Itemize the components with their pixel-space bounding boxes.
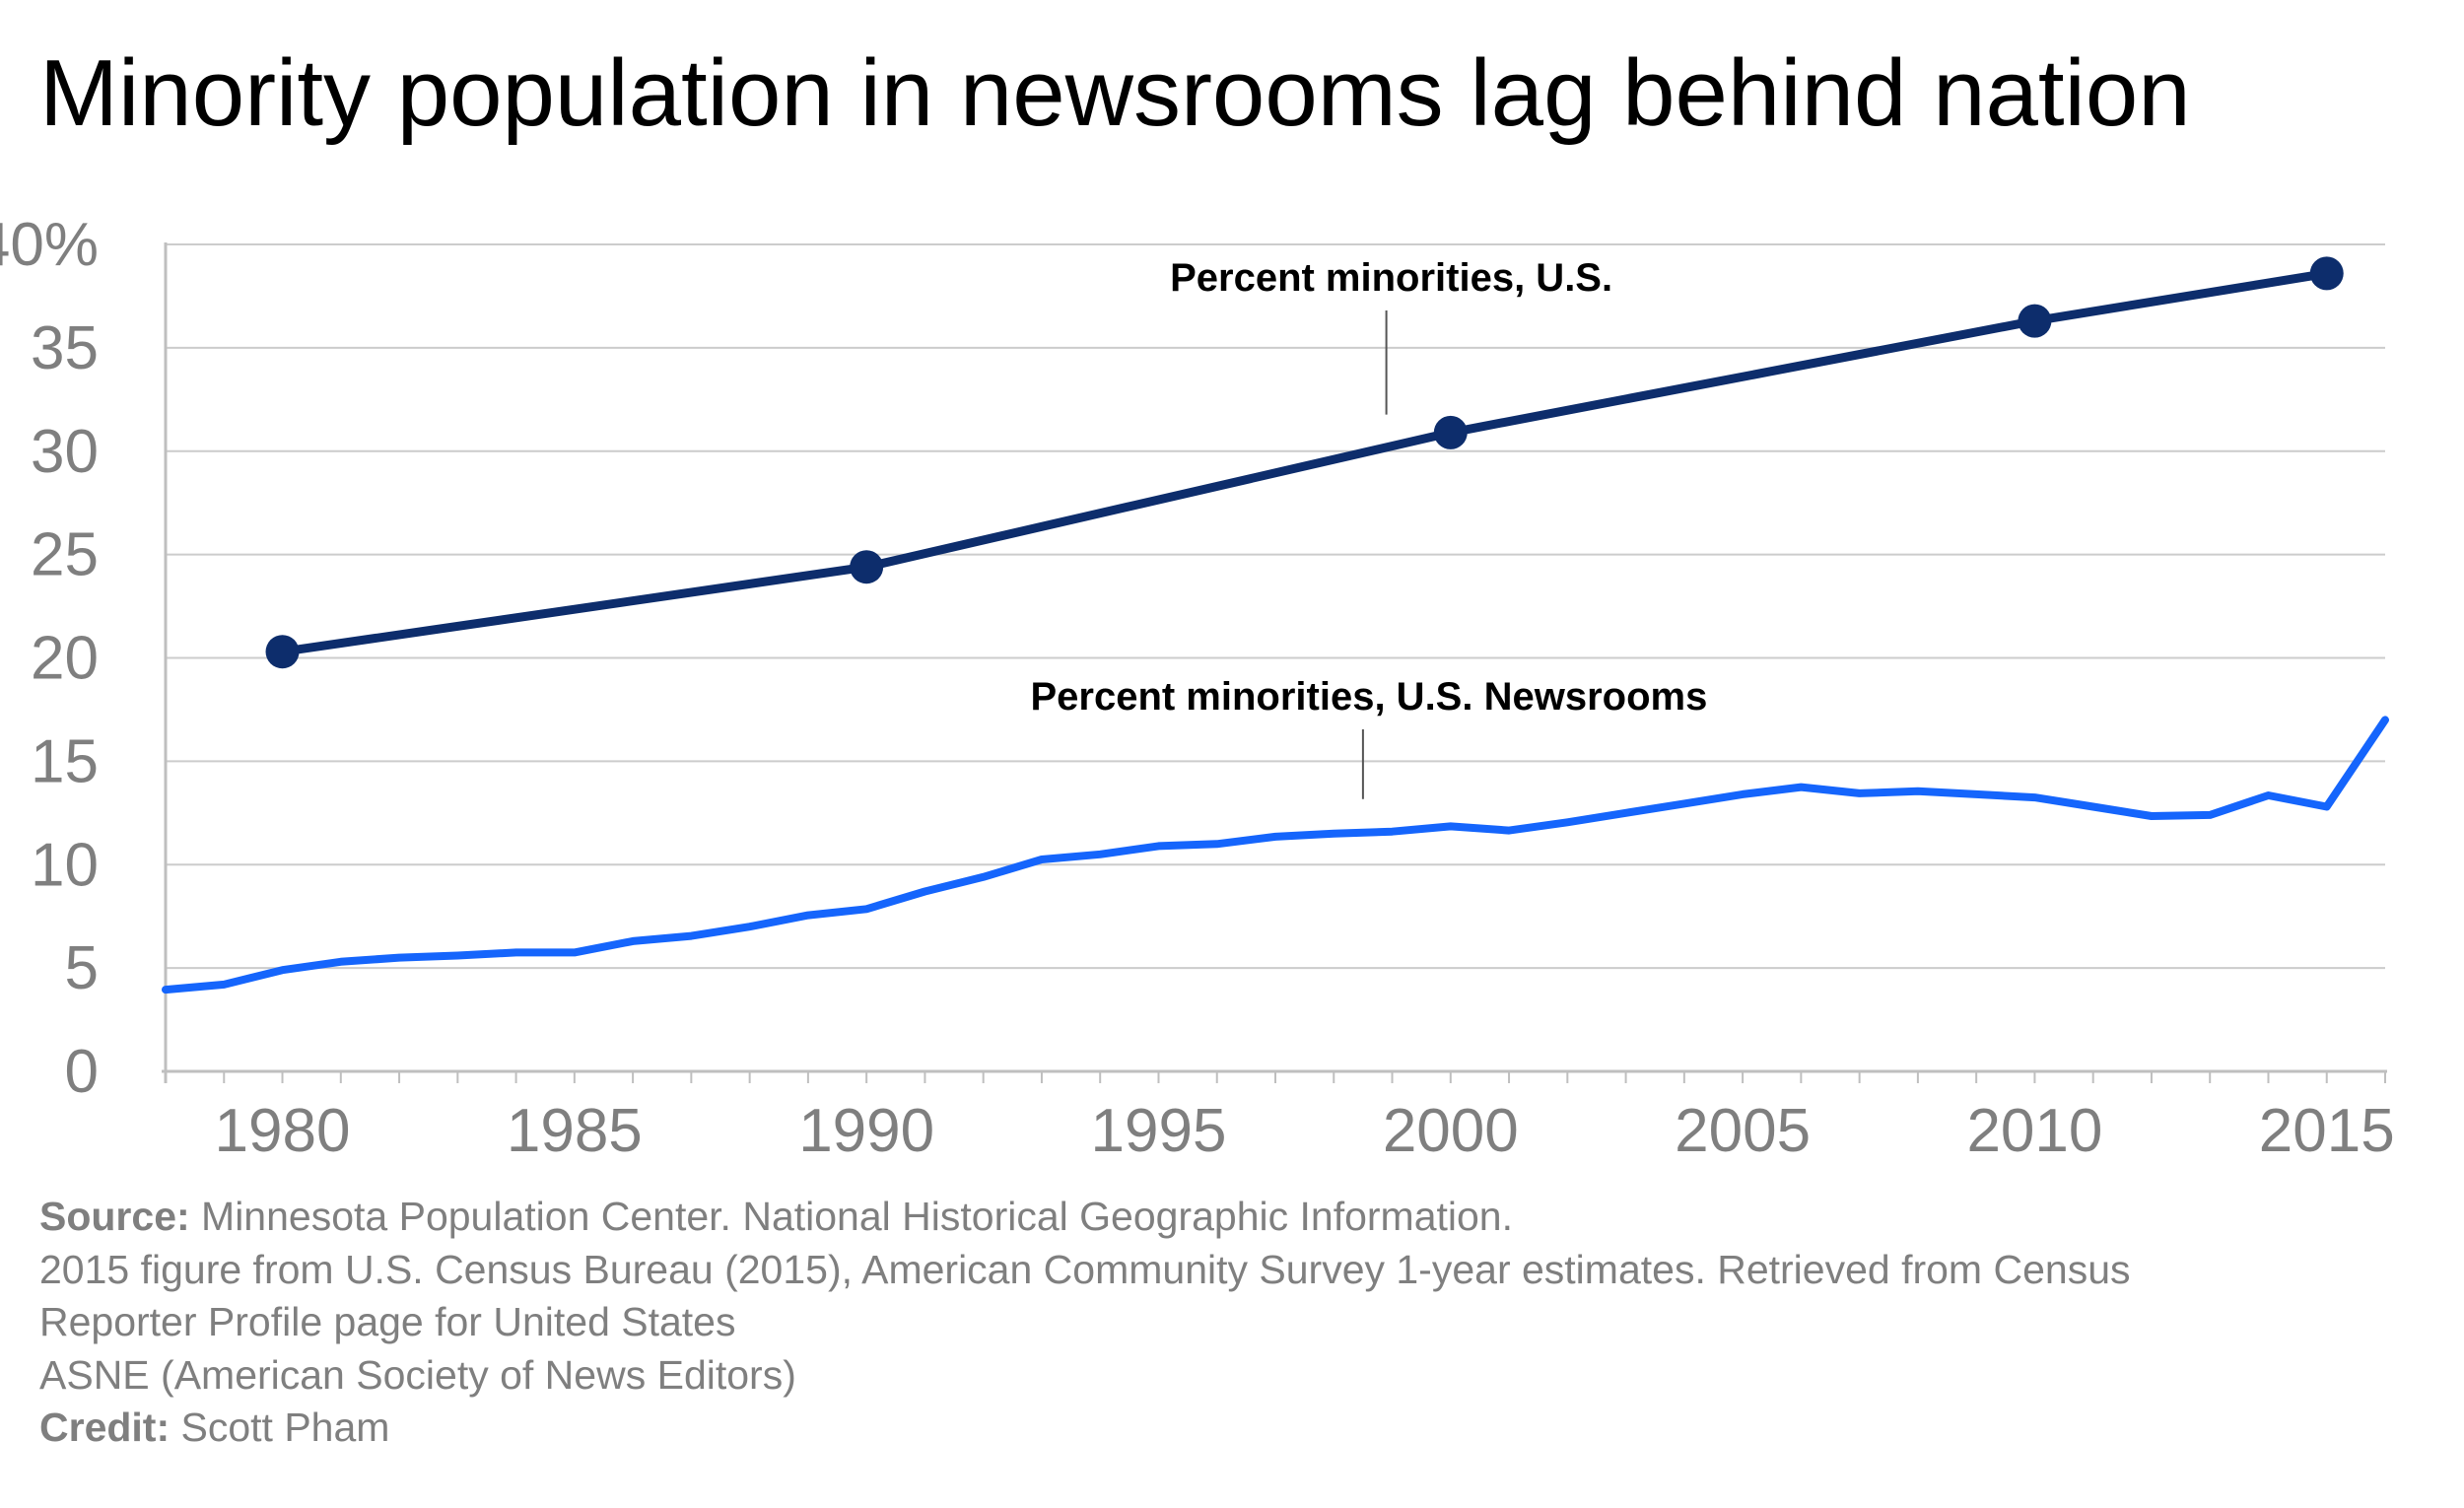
axes: 0 5 10 15 20 25 30 35 40% 1980 1985 1990 1995 2000 200…: [0, 211, 2395, 1165]
x-tick-label: 2015: [2259, 1097, 2395, 1165]
y-tick-label: 30: [31, 418, 99, 486]
gridlines: [166, 243, 2385, 970]
annotation-us: Percent minorities, U.S.: [1170, 256, 1612, 300]
y-tick-label: 15: [31, 727, 99, 795]
series: [162, 256, 2389, 994]
data-point: [2309, 256, 2344, 291]
data-point: [850, 550, 884, 584]
x-tick-label: 1990: [798, 1097, 934, 1165]
source-label: Source:: [39, 1194, 190, 1239]
y-tick-label: 0: [65, 1038, 99, 1106]
data-point: [265, 635, 300, 669]
source-text: Minnesota Population Center. National Hi…: [189, 1194, 1513, 1239]
x-tick-label: 1980: [215, 1097, 351, 1165]
credit-label: Credit:: [39, 1405, 171, 1450]
y-tick-label: 35: [31, 314, 99, 382]
annotations: Percent minorities, U.S. Percent minoriti…: [1030, 256, 1707, 799]
y-tick-label: 40%: [0, 211, 99, 279]
y-tick-label: 5: [65, 934, 99, 1002]
series-line-newsrooms: [162, 716, 2389, 994]
x-tick-label: 2010: [1966, 1097, 2102, 1165]
source-line-2: 2015 figure from U.S. Census Bureau (201…: [39, 1246, 2131, 1292]
y-tick-label: 25: [31, 521, 99, 589]
data-point: [1433, 415, 1468, 449]
x-tick-label: 1995: [1091, 1097, 1227, 1165]
source-line-4: ASNE (American Society of News Editors): [39, 1351, 796, 1398]
credit-text: Scott Pham: [170, 1405, 390, 1450]
source-line-3: Reporter Profile page for United States: [39, 1299, 736, 1344]
series-line-us: [278, 268, 2332, 656]
credit-line: Credit: Scott Pham: [39, 1402, 2131, 1455]
source-line: Source: Minnesota Population Center. Nat…: [39, 1191, 2131, 1244]
data-point: [2018, 304, 2052, 338]
y-tick-label: 10: [31, 831, 99, 899]
chart-notes: Source: Minnesota Population Center. Nat…: [39, 1191, 2131, 1455]
x-tick-label: 2000: [1383, 1097, 1519, 1165]
annotation-newsrooms: Percent minorities, U.S. Newsrooms: [1030, 675, 1707, 719]
chart-title: Minority population in newsrooms lag beh…: [39, 40, 2191, 146]
x-tick-label: 1985: [507, 1097, 643, 1165]
x-tick-label: 2005: [1675, 1097, 1811, 1165]
y-tick-label: 20: [31, 625, 99, 693]
